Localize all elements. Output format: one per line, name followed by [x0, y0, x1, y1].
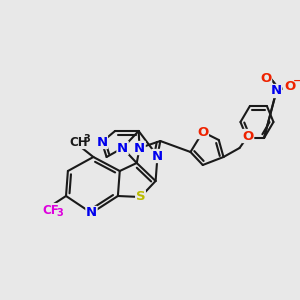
Text: CH: CH	[69, 136, 88, 148]
Text: −: −	[293, 76, 300, 86]
Text: O: O	[242, 130, 253, 142]
Text: N: N	[152, 149, 163, 163]
Text: O: O	[197, 125, 208, 139]
Text: 3: 3	[83, 134, 90, 144]
Text: 3: 3	[56, 208, 63, 218]
Text: N: N	[86, 206, 97, 220]
Text: N: N	[271, 85, 282, 98]
Text: N: N	[96, 136, 107, 148]
Text: CF: CF	[43, 203, 59, 217]
Text: N: N	[117, 142, 128, 154]
Text: O: O	[284, 80, 295, 94]
Text: O: O	[260, 71, 272, 85]
Text: S: S	[136, 190, 145, 203]
Text: N: N	[134, 142, 145, 154]
